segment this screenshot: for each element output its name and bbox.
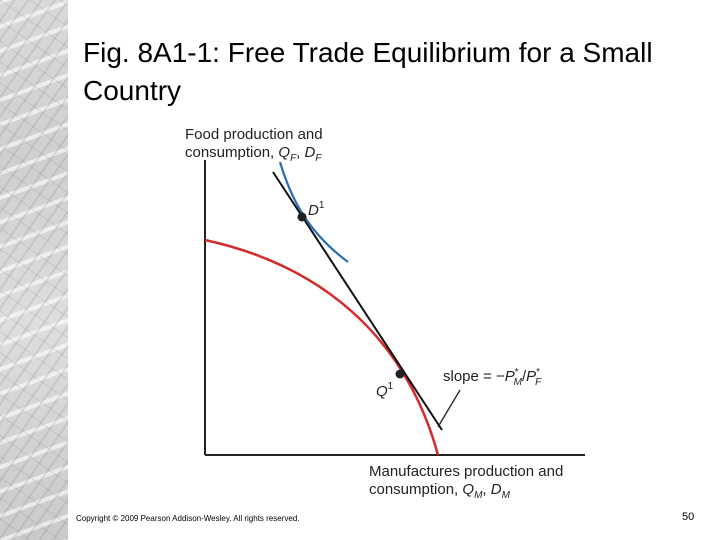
copyright-notice: Copyright © 2009 Pearson Addison-Wesley.… xyxy=(76,514,300,523)
x-axis-label-line2: consumption, QM, DM xyxy=(369,481,511,501)
slide-title: Fig. 8A1-1: Free Trade Equilibrium for a… xyxy=(83,37,653,106)
y-axis-label-line1: Food production and xyxy=(185,126,323,143)
slope-pointer xyxy=(437,389,461,428)
point-q1-label: Q1 xyxy=(376,381,394,400)
x-axis-label-line1: Manufactures production and xyxy=(369,463,563,480)
point-q1 xyxy=(395,369,405,379)
y-axis-label-line2: consumption, QF, DF xyxy=(185,144,322,164)
price-line xyxy=(272,171,443,431)
indifference-curve xyxy=(278,161,349,263)
marble-sidebar xyxy=(0,0,68,540)
ppf-curve xyxy=(204,238,440,456)
slope-label: slope = −P* M/P* F xyxy=(443,367,542,388)
point-d1 xyxy=(297,212,307,222)
page-number: 50 xyxy=(682,511,695,523)
point-d1-label: D1 xyxy=(308,200,325,219)
